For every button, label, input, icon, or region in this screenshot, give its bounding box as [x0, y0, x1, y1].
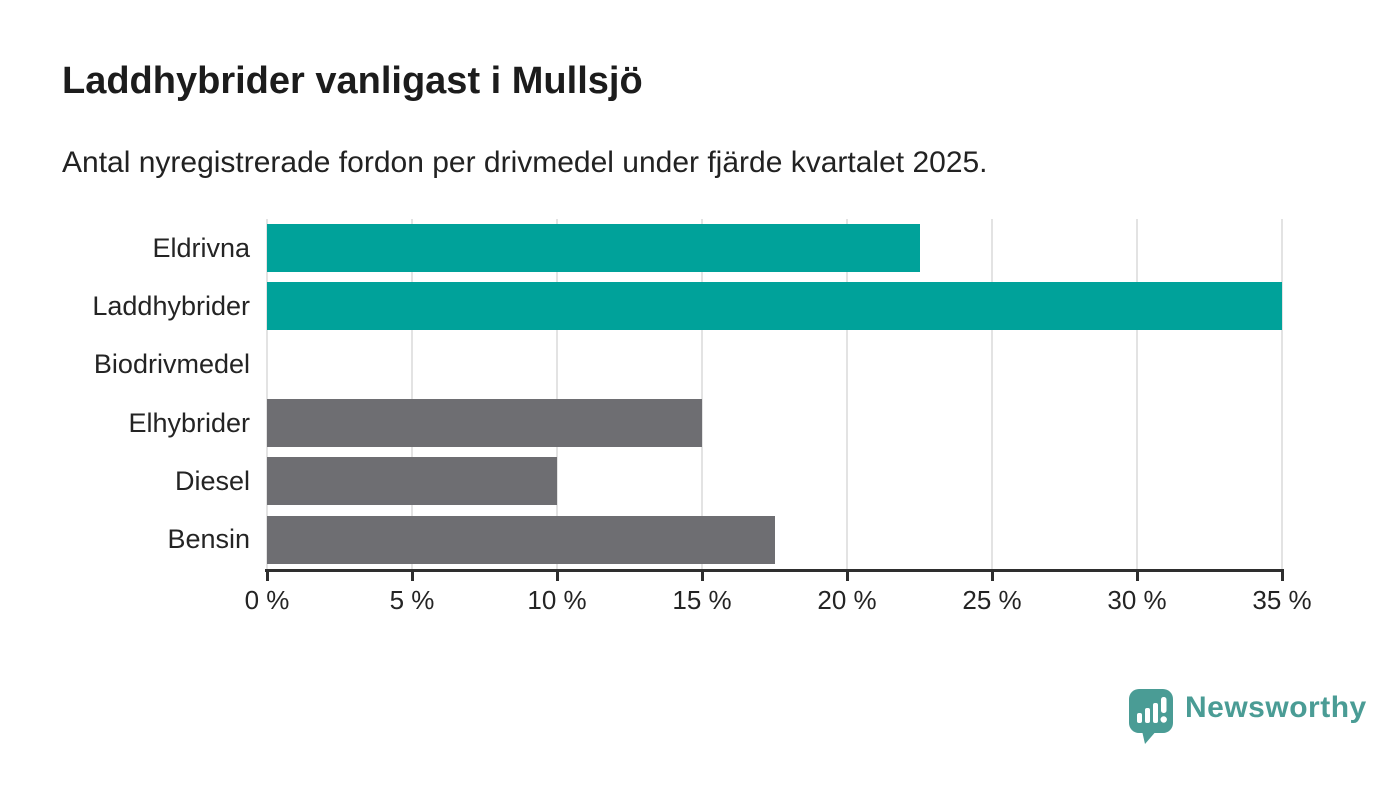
x-axis-tick-label: 10 %	[527, 585, 587, 615]
category-label: Biodrivmedel	[93, 349, 250, 380]
x-axis-tick	[845, 569, 849, 581]
bar-track	[267, 224, 1282, 273]
x-axis-tick-label: 35 %	[1252, 585, 1312, 615]
bar-diesel	[267, 457, 557, 506]
gridline	[1281, 219, 1283, 569]
category-label: Bensin	[167, 524, 250, 555]
bar-bensin	[267, 515, 775, 564]
chart-row: Laddhybrider	[0, 277, 1400, 335]
chart-row: Diesel	[0, 452, 1400, 510]
chart-title: Laddhybrider vanligast i Mullsjö	[62, 60, 643, 102]
chart-rows: Eldrivna Laddhybrider Biodrivmedel Elhybrid…	[0, 219, 1400, 569]
bar-track	[267, 515, 1282, 564]
gridline	[701, 219, 703, 569]
plot-area	[266, 219, 1283, 569]
bar-track	[267, 457, 1282, 506]
newsworthy-logo: Newsworthy	[1128, 688, 1367, 745]
x-axis-tick-label: 20 %	[817, 585, 877, 615]
logo-exclamation-bar	[1161, 697, 1167, 713]
x-axis-tick-label: 30 %	[1107, 585, 1167, 615]
bar-track	[267, 341, 1282, 389]
x-axis-tick-label: 0 %	[244, 585, 290, 615]
x-axis-tick	[1135, 569, 1139, 581]
category-label: Eldrivna	[152, 232, 250, 263]
chart-subtitle: Antal nyregistrerade fordon per drivmede…	[62, 146, 988, 179]
gridline	[1136, 219, 1138, 569]
bar-eldrivna	[267, 224, 920, 273]
bar-track	[267, 399, 1282, 448]
category-label: Laddhybrider	[92, 290, 250, 321]
bar-chart: Eldrivna Laddhybrider Biodrivmedel Elhybrid…	[0, 219, 1400, 629]
category-label: Diesel	[174, 465, 250, 496]
chart-row: Bensin	[0, 511, 1400, 569]
gridline	[991, 219, 993, 569]
category-label: Elhybrider	[128, 407, 250, 438]
x-axis-tick-label: 15 %	[672, 585, 732, 615]
chart-row: Elhybrider	[0, 394, 1400, 452]
logo-bar-small	[1137, 713, 1142, 723]
x-axis-tick	[990, 569, 994, 581]
x-axis-tick-label: 25 %	[962, 585, 1022, 615]
gridline	[411, 219, 413, 569]
x-axis-tick	[1280, 569, 1284, 581]
bar-track	[267, 282, 1282, 331]
gridline	[846, 219, 848, 569]
gridline	[266, 219, 268, 569]
x-axis-line	[265, 569, 1284, 572]
bar-elhybrider	[267, 399, 702, 448]
logo-bar-medium	[1145, 708, 1150, 723]
x-axis-tick-label: 5 %	[389, 585, 435, 615]
gridline	[556, 219, 558, 569]
newsworthy-logo-text: Newsworthy	[1185, 691, 1367, 724]
logo-exclamation-dot	[1160, 716, 1167, 723]
x-axis-tick	[410, 569, 414, 581]
chart-row: Eldrivna	[0, 219, 1400, 277]
chart-row: Biodrivmedel	[0, 336, 1400, 394]
x-axis-tick	[555, 569, 559, 581]
bar-laddhybrider	[267, 282, 1282, 331]
newsworthy-logo-icon	[1129, 689, 1173, 744]
x-axis-tick	[700, 569, 704, 581]
logo-bar-large	[1153, 703, 1158, 723]
x-axis-tick	[265, 569, 269, 581]
